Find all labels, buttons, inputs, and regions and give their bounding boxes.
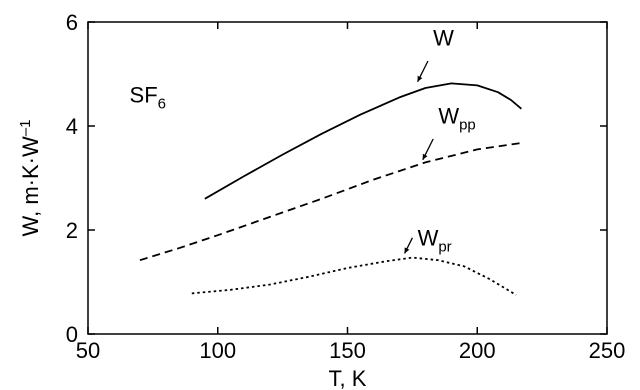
- x-tick-label: 50: [76, 338, 100, 363]
- x-tick-label: 250: [589, 338, 626, 363]
- gas-annotation-sub: 6: [158, 96, 166, 113]
- y-tick-label: 0: [66, 322, 78, 347]
- plot-frame: [87, 21, 608, 335]
- series-label-pp: Wpp: [438, 103, 475, 133]
- series-label-sub: pr: [438, 239, 451, 256]
- axis-ticks: 50 100 150 200 250 0 2 4 6: [66, 10, 626, 363]
- x-tick-label: 150: [329, 338, 366, 363]
- series-lines: [139, 82, 525, 296]
- series-line-pr: [191, 256, 517, 296]
- y-axis-title: W, m·K·W–1: [17, 120, 43, 237]
- y-axis-title-sup: –1: [17, 120, 34, 137]
- series-label-w: W: [433, 25, 454, 50]
- series-line-pp: [139, 141, 525, 262]
- series-label-arrowhead: [404, 247, 410, 254]
- y-tick-label: 2: [66, 218, 78, 243]
- series-label-arrowhead: [417, 75, 423, 82]
- series-label-main: W: [433, 25, 454, 50]
- series-label-pr: Wpr: [418, 226, 452, 256]
- gas-annotation: SF6: [130, 83, 166, 113]
- gas-annotation-main: SF: [130, 83, 158, 108]
- series-label-sub: pp: [459, 116, 476, 133]
- x-axis-title: T, K: [329, 366, 367, 390]
- x-tick-label: 100: [199, 338, 236, 363]
- x-tick-label: 200: [459, 338, 496, 363]
- series-line-w: [204, 82, 522, 200]
- y-tick-label: 6: [66, 10, 78, 35]
- series-label-main: W: [418, 226, 439, 251]
- series-label-arrowhead: [422, 153, 428, 160]
- y-axis-title-main: W, m·K·W: [18, 136, 43, 236]
- series-label-main: W: [438, 103, 459, 128]
- y-tick-label: 4: [66, 114, 78, 139]
